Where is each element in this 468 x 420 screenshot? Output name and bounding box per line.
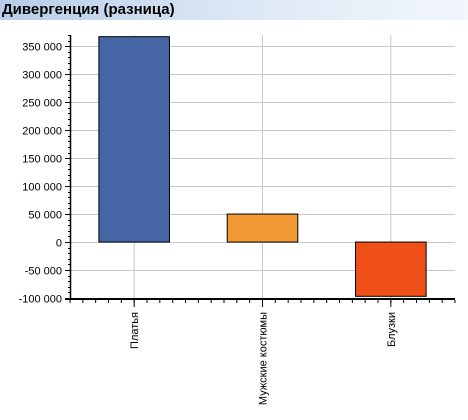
divergence-bar-chart: -100 000 -50 000 0 50 000 100 000 150 000 200 … xyxy=(19,35,456,405)
x-category-label: Мужские костюмы xyxy=(258,312,270,405)
y-tick-label: 100 000 xyxy=(22,182,62,194)
y-tick-label: -100 000 xyxy=(19,294,62,306)
x-category-label: Платья xyxy=(129,312,141,349)
panel-title-bar: Дивергенция (разница) xyxy=(0,0,468,20)
chart-title: Дивергенция (разница) xyxy=(2,1,175,18)
y-tick-label: 300 000 xyxy=(22,70,62,82)
y-tick-label: -50 000 xyxy=(25,266,62,278)
y-tick-label: 50 000 xyxy=(28,210,62,222)
y-tick-label: 150 000 xyxy=(22,154,62,166)
x-category-label: Блузки xyxy=(386,312,398,347)
y-tick-label: 250 000 xyxy=(22,98,62,110)
bar-3 xyxy=(355,241,427,297)
y-tick-label: 200 000 xyxy=(22,126,62,138)
y-tick-label: 350 000 xyxy=(22,42,62,54)
bar-2 xyxy=(226,213,299,243)
y-tick-label: 0 xyxy=(56,238,62,250)
bar-1 xyxy=(98,36,170,243)
